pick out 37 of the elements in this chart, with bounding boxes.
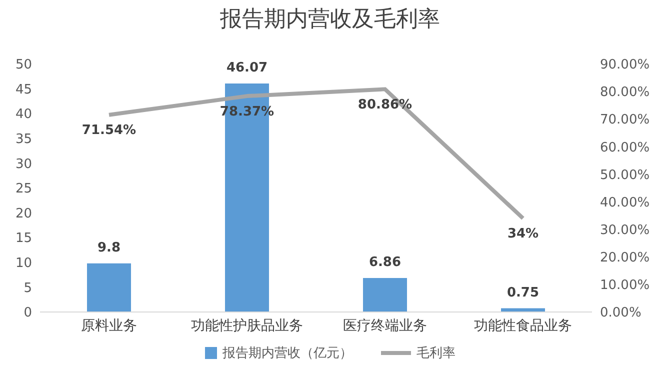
y2-tick-label: 50.00% (600, 168, 650, 183)
x-tick-label: 功能性食品业务 (474, 318, 572, 334)
y-tick-label: 15 (15, 231, 32, 246)
y2-tick-label: 10.00% (600, 278, 650, 294)
y-tick-label: 0 (24, 306, 32, 321)
y2-tick-label: 60.00% (600, 140, 650, 156)
legend-label: 报告期内营收（亿元） (222, 345, 352, 362)
y-tick-label: 25 (15, 182, 32, 197)
y-tick-label: 45 (15, 82, 32, 98)
y-tick-label: 10 (15, 256, 32, 272)
y2-tick-label: 0.00% (600, 306, 642, 321)
y-tick-label: 35 (15, 132, 32, 148)
data-label: 80.86% (358, 97, 412, 112)
x-tick-label: 原料业务 (81, 318, 137, 334)
y2-tick-label: 40.00% (600, 195, 650, 210)
chart-title: 报告期内营收及毛利率 (219, 6, 441, 34)
data-label: 0.75 (506, 285, 540, 300)
x-tick-label: 医疗终端业务 (343, 318, 427, 334)
y2-tick-label: 20.00% (600, 250, 650, 266)
data-label: 34% (507, 226, 539, 242)
data-label: 6.86 (368, 254, 402, 270)
y2-tick-label: 90.00% (600, 58, 650, 73)
y-tick-label: 20 (15, 206, 32, 222)
bar (87, 263, 131, 312)
y-tick-label: 40 (15, 107, 32, 122)
data-label: 9.8 (97, 240, 121, 256)
y2-tick-label: 80.00% (600, 85, 650, 100)
y-tick-label: 30 (15, 156, 32, 172)
bar (363, 278, 407, 312)
data-label: 46.07 (226, 60, 268, 76)
data-label: 71.54% (82, 123, 136, 138)
y-tick-label: 50 (15, 58, 32, 73)
y2-tick-label: 30.00% (600, 222, 650, 238)
x-tick-label: 功能性护肤品业务 (191, 318, 303, 334)
y2-tick-label: 70.00% (600, 112, 650, 128)
legend-label: 毛利率 (416, 345, 456, 362)
y-tick-label: 5 (24, 280, 32, 296)
